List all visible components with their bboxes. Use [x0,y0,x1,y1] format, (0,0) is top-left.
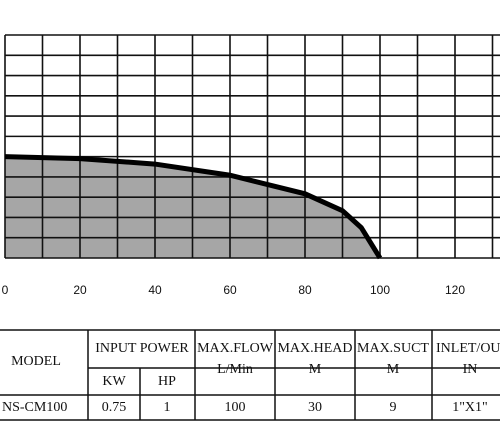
subheader-cell: L/Min [217,362,253,377]
header-cell: MODEL [11,354,61,369]
cell: 1 [164,400,171,415]
cell: 30 [308,400,322,415]
cell: NS-CM100 [2,400,67,415]
spec-table [0,329,500,421]
x-tick-label: 60 [223,283,237,297]
subheader-cell: M [387,362,400,377]
curve [4,154,383,260]
x-tick-label: 40 [148,283,162,297]
subheader-cell: KW [102,374,126,389]
x-tick-label: 100 [370,283,390,297]
chart: 0 20 40 60 80 100 120 [2,34,500,297]
x-tick-label: 20 [73,283,87,297]
x-tick-label: 120 [445,283,465,297]
header-cell: MAX.HEAD [277,341,352,356]
header-cell: INLET/OUT [436,341,500,356]
x-tick-label: 0 [2,283,9,297]
cell: 0.75 [102,400,127,415]
cell: 9 [390,400,397,415]
header-cell: MAX.SUCT [357,341,429,356]
subheader-cell: HP [158,374,176,389]
header-cell: MAX.FLOW [197,341,274,356]
cell: 1"X1" [452,400,488,415]
subheader-cell: M [309,362,322,377]
cell: 100 [225,400,246,415]
x-tick-label: 80 [298,283,312,297]
subheader-cell: IN [463,362,478,377]
header-cell: INPUT POWER [95,341,189,356]
